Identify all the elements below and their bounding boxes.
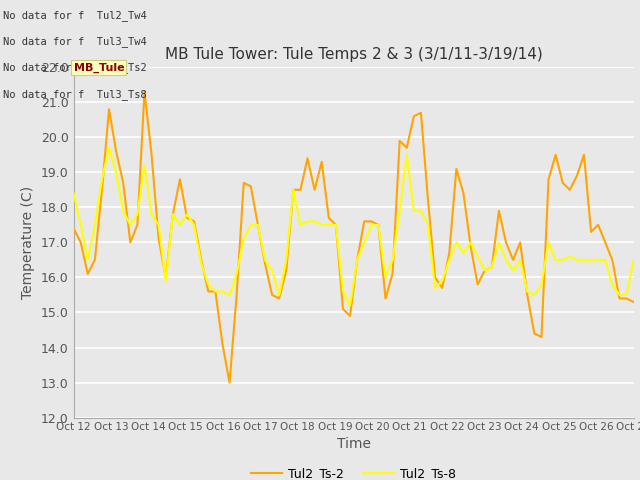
Title: MB Tule Tower: Tule Temps 2 & 3 (3/1/11-3/19/14): MB Tule Tower: Tule Temps 2 & 3 (3/1/11-… [164,47,543,62]
Text: No data for f  Tul3_Tw4: No data for f Tul3_Tw4 [3,36,147,47]
Legend: Tul2_Ts-2, Tul2_Ts-8: Tul2_Ts-2, Tul2_Ts-8 [246,462,461,480]
Tul2_Ts-8 [325,222,333,228]
Tul2_Ts-2 [424,197,432,203]
Text: MB_Tule: MB_Tule [74,62,124,72]
Tul2_Ts-8 [70,191,77,196]
Tul2_Ts-2 [467,243,474,249]
Tul2_Ts-2 [332,222,340,228]
Tul2_Ts-8 [467,240,474,245]
Tul2_Ts-8 [417,208,425,214]
Tul2_Ts-8 [580,257,588,263]
Text: No data for f  Tul3_Ts8: No data for f Tul3_Ts8 [3,89,147,100]
Tul2_Ts-2 [70,226,77,231]
Tul2_Ts-8 [346,302,354,308]
Tul2_Ts-8 [424,222,432,228]
X-axis label: Time: Time [337,437,371,451]
Tul2_Ts-2 [580,152,588,158]
Tul2_Ts-8 [445,257,453,263]
Tul2_Ts-2 [630,299,637,305]
Line: Tul2_Ts-8: Tul2_Ts-8 [74,148,634,305]
Tul2_Ts-2 [226,380,234,385]
Line: Tul2_Ts-2: Tul2_Ts-2 [74,92,634,383]
Text: No data for f  Tul2_Tw4: No data for f Tul2_Tw4 [3,10,147,21]
Text: No data for f  Tul3_Ts2: No data for f Tul3_Ts2 [3,62,147,73]
Y-axis label: Temperature (C): Temperature (C) [21,186,35,299]
Tul2_Ts-2 [141,89,148,95]
Tul2_Ts-2 [445,250,453,256]
Tul2_Ts-8 [630,257,637,263]
Tul2_Ts-2 [417,110,425,116]
Tul2_Ts-8 [105,145,113,151]
